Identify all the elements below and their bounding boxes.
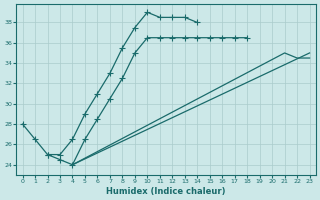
X-axis label: Humidex (Indice chaleur): Humidex (Indice chaleur)	[106, 187, 226, 196]
